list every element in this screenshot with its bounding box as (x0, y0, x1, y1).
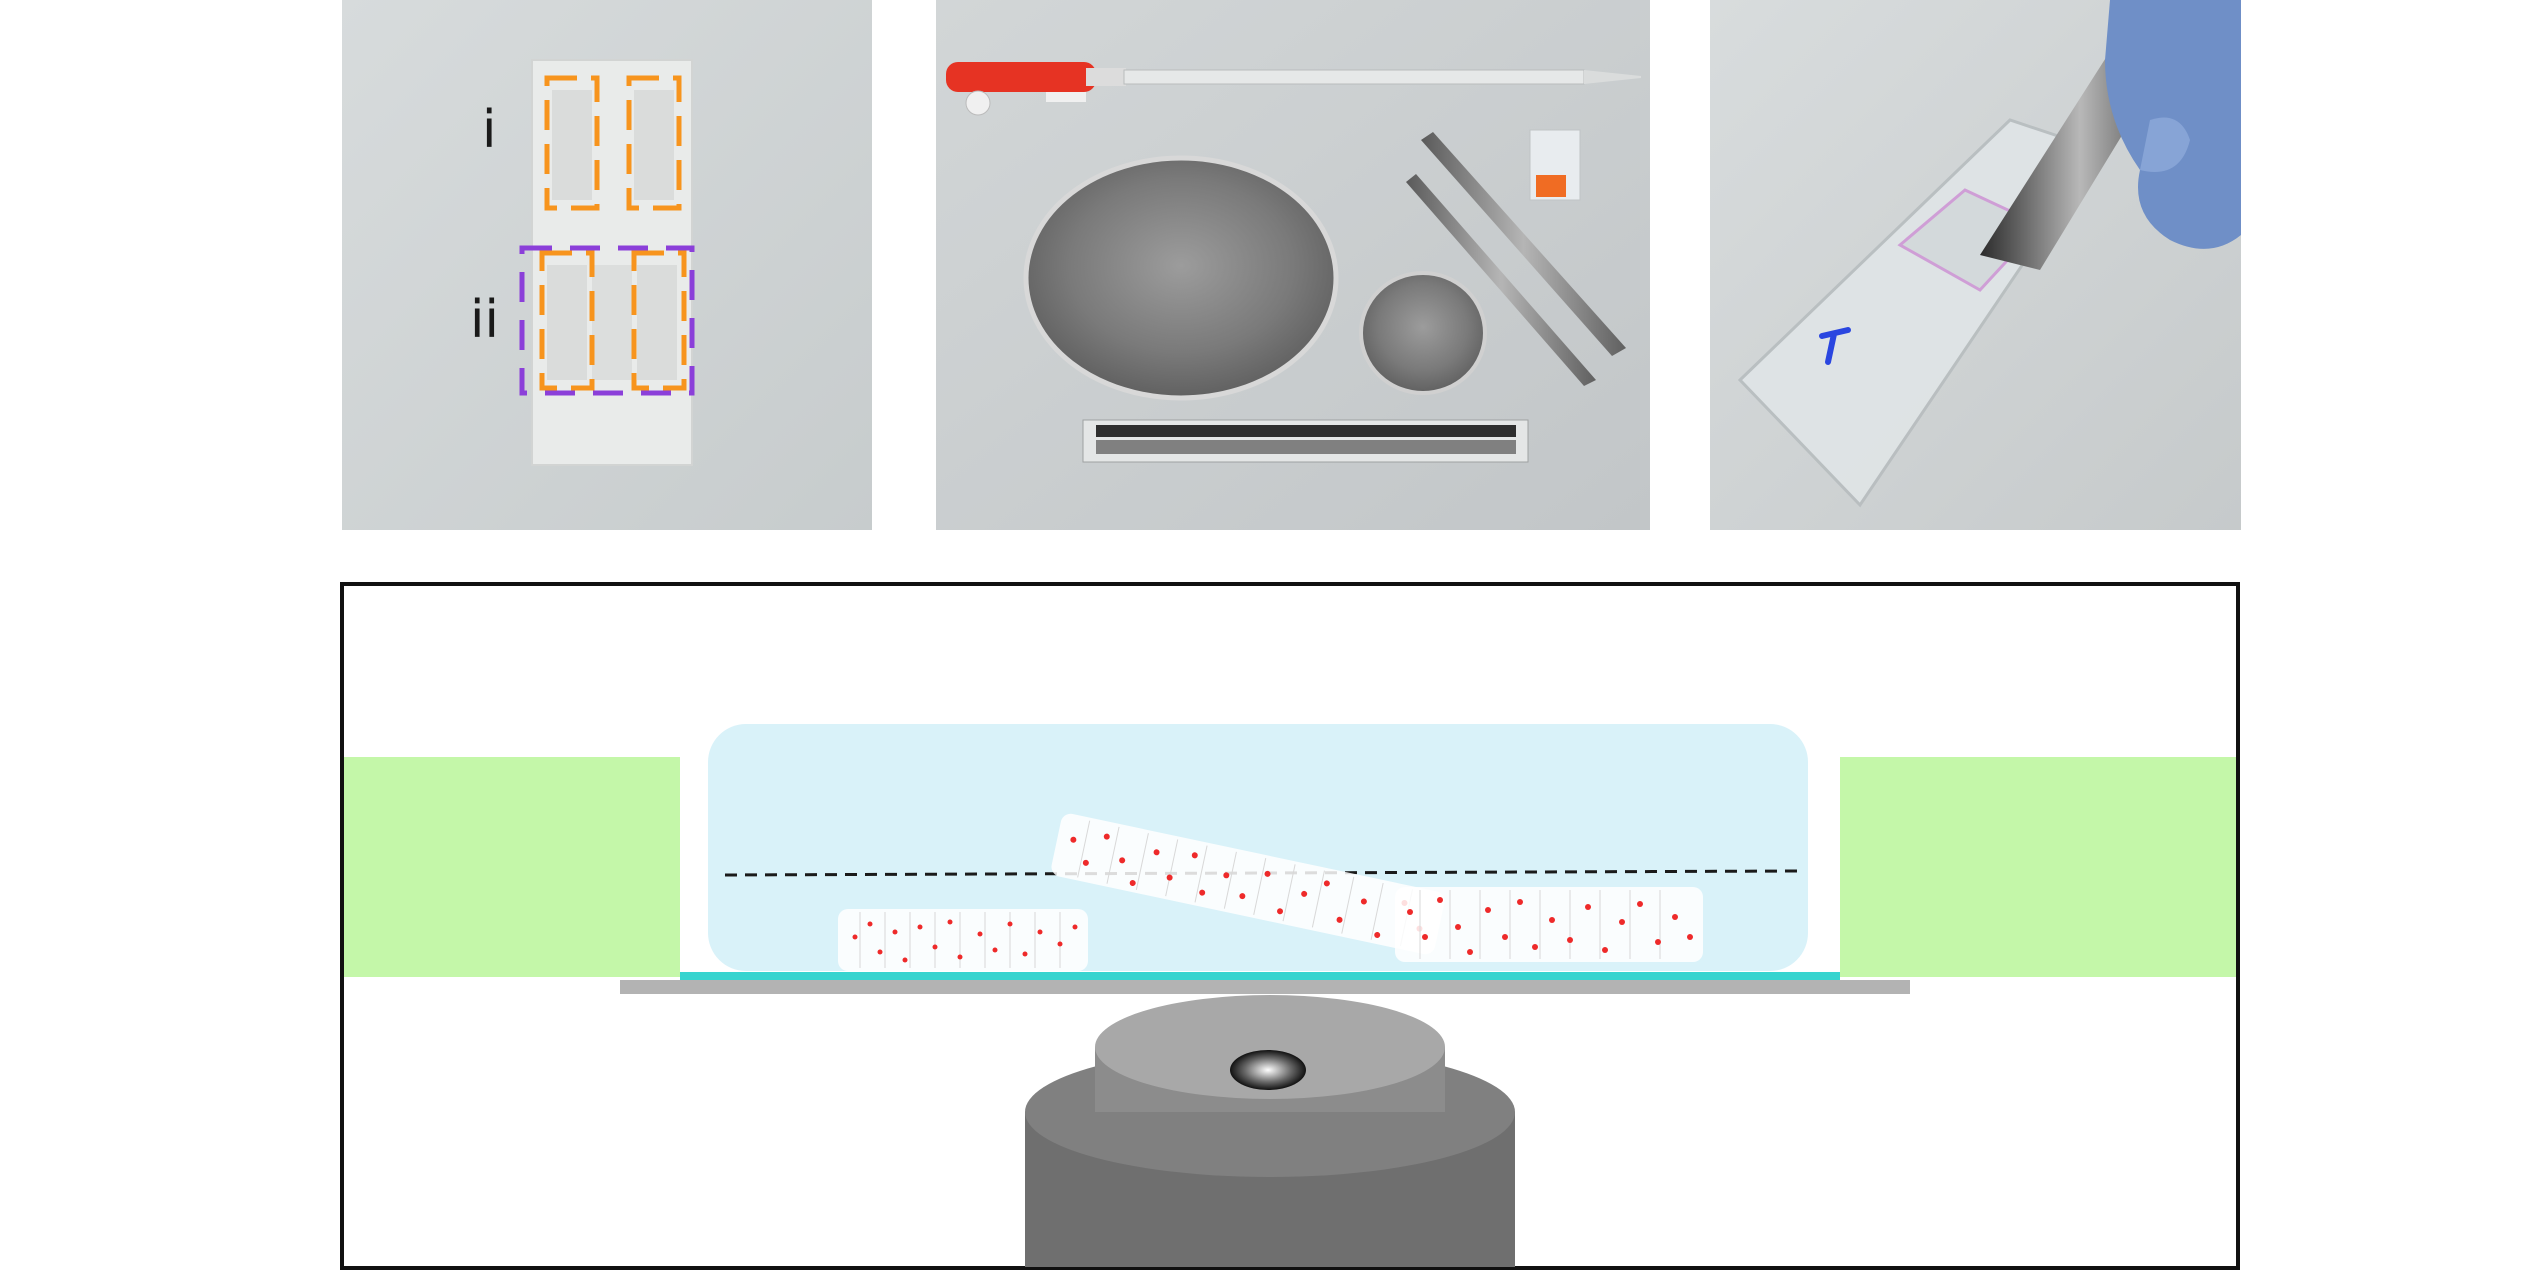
tissue-piece-left (838, 909, 1088, 971)
slide-forceps-image (1710, 0, 2241, 530)
tissue-strip (637, 265, 677, 380)
objective-lens (1025, 995, 1515, 1267)
chamber-wall-left (344, 757, 680, 977)
pipette (946, 62, 1641, 116)
tissue-piece-right (1395, 887, 1703, 962)
orange-bracket-group (539, 75, 687, 391)
tissue-strips-image (342, 0, 872, 530)
label-ii: ii (470, 290, 499, 350)
photo-tissue-strips: i ii (342, 0, 872, 530)
photo-slide-forceps (1710, 0, 2241, 530)
schematic (340, 582, 2240, 1270)
label-i: i (482, 100, 497, 160)
coverslip (680, 972, 1840, 980)
blue-mark (1819, 327, 1851, 365)
ruler (1082, 419, 1529, 463)
imaging-setup-diagram (340, 582, 2240, 1270)
chamber-wall-right (1840, 757, 2236, 977)
microscope-stage (620, 980, 1910, 994)
large-foil-dish (1023, 155, 1339, 401)
small-foil-dish (1359, 271, 1487, 395)
tissue-strip (634, 90, 674, 200)
tools-image (936, 0, 1650, 530)
photo-tools (936, 0, 1650, 530)
purple-bracket (519, 245, 695, 396)
spatulas (1406, 132, 1626, 386)
tissue-strip (552, 90, 592, 200)
lens-glass (1230, 1050, 1306, 1090)
tissue-strip (592, 265, 632, 380)
tissue-strip (547, 265, 587, 380)
